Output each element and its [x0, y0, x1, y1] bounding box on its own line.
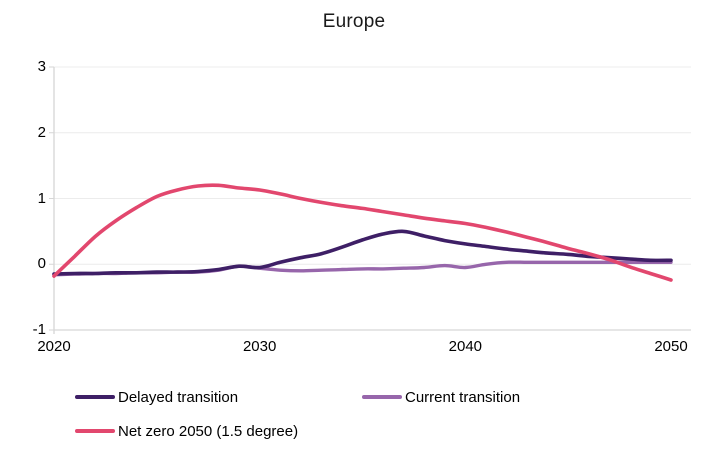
legend-swatch-delayed-transition [75, 395, 115, 399]
legend-item-current-transition: Current transition [362, 386, 520, 408]
y-tick-label: -1 [32, 321, 46, 338]
legend-swatch-current-transition [362, 395, 402, 399]
y-tick-label: 0 [37, 255, 46, 273]
series-line-delayed-transition [52, 229, 673, 276]
legend-label-delayed-transition: Delayed transition [118, 388, 239, 406]
x-tick-label: 2040 [448, 338, 483, 355]
plot-area [49, 66, 691, 334]
chart-title: Europe [322, 11, 386, 32]
legend-label-current-transition: Current transition [405, 388, 521, 406]
x-tick-label: 2030 [242, 338, 277, 355]
x-tick-label: 2020 [37, 338, 71, 355]
legend-item-net-zero-2050: Net zero 2050 (1.5 degree) [75, 420, 298, 442]
legend-label-net-zero-2050: Net zero 2050 (1.5 degree) [118, 422, 299, 440]
y-tick-label: 1 [37, 189, 46, 207]
y-tick-label: 2 [37, 123, 46, 141]
series-line-net-zero-2050-1-5-degree [52, 183, 673, 282]
y-tick-label: 3 [37, 58, 46, 75]
legend-swatch-net-zero-2050 [75, 429, 115, 433]
x-tick-label: 2050 [654, 338, 688, 355]
legend-item-delayed-transition: Delayed transition [75, 386, 238, 408]
